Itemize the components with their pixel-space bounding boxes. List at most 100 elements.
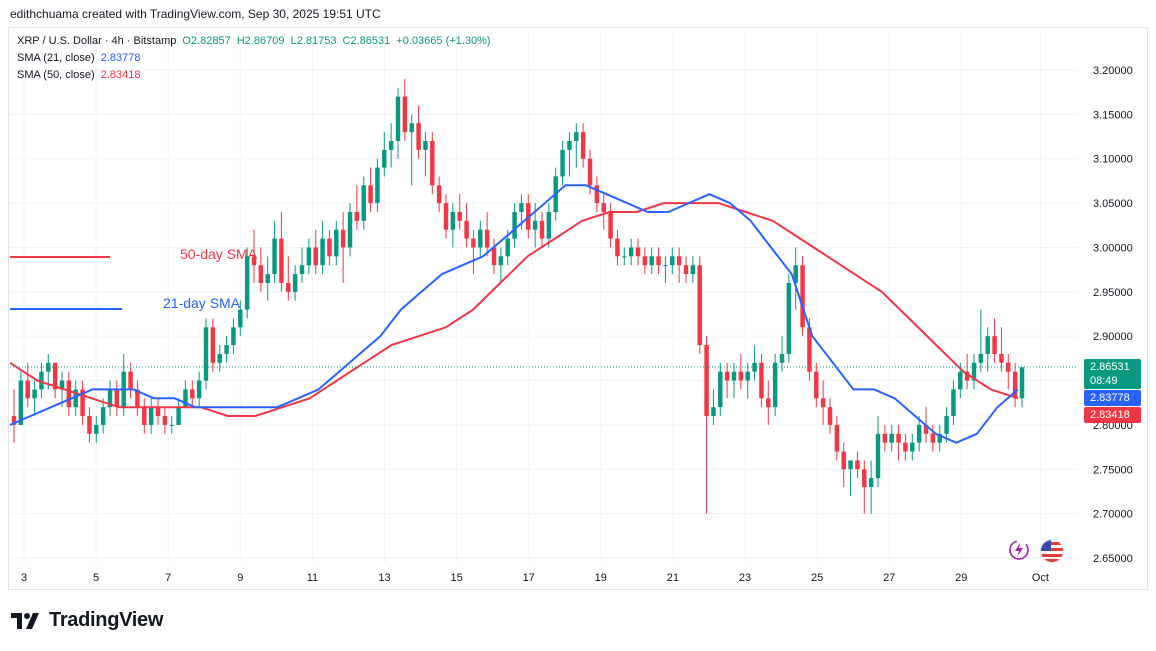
- us-flag-icon[interactable]: [1040, 539, 1064, 563]
- candle[interactable]: [718, 362, 723, 417]
- candle[interactable]: [11, 389, 17, 443]
- candle[interactable]: [766, 380, 771, 425]
- candle[interactable]: [484, 211, 490, 257]
- candle[interactable]: [642, 247, 648, 275]
- candle[interactable]: [793, 247, 798, 310]
- candle[interactable]: [320, 220, 325, 275]
- tradingview-logo[interactable]: TradingView: [11, 609, 163, 632]
- candle[interactable]: [471, 229, 476, 275]
- candle[interactable]: [676, 247, 682, 283]
- candle[interactable]: [786, 274, 792, 363]
- candle[interactable]: [395, 87, 401, 159]
- legend-sma21[interactable]: SMA (21, close) 2.83778: [17, 52, 143, 64]
- candle[interactable]: [937, 424, 942, 452]
- candle[interactable]: [930, 424, 936, 452]
- candle[interactable]: [382, 132, 387, 177]
- candle[interactable]: [457, 194, 462, 230]
- candle[interactable]: [827, 398, 833, 434]
- candle[interactable]: [443, 194, 449, 239]
- candle[interactable]: [286, 256, 291, 301]
- candle[interactable]: [210, 318, 216, 372]
- candle[interactable]: [334, 220, 339, 266]
- candle[interactable]: [916, 416, 922, 452]
- candle[interactable]: [423, 132, 428, 177]
- candle[interactable]: [608, 203, 613, 248]
- candle[interactable]: [176, 398, 181, 425]
- candle[interactable]: [87, 407, 92, 443]
- candle[interactable]: [820, 380, 826, 425]
- candle[interactable]: [279, 211, 284, 292]
- candle[interactable]: [107, 380, 113, 417]
- candle[interactable]: [841, 442, 846, 488]
- candle[interactable]: [478, 220, 483, 257]
- candle[interactable]: [580, 123, 586, 168]
- candle[interactable]: [635, 238, 641, 266]
- candle[interactable]: [196, 371, 202, 408]
- candle[interactable]: [258, 247, 264, 292]
- candle[interactable]: [951, 380, 956, 425]
- candle[interactable]: [409, 114, 414, 186]
- candle[interactable]: [944, 407, 949, 443]
- candle[interactable]: [862, 460, 867, 514]
- candle[interactable]: [306, 238, 312, 275]
- bolt-settings-icon[interactable]: [1008, 539, 1030, 561]
- sma50-line[interactable]: [9, 202, 1019, 417]
- candle[interactable]: [94, 416, 99, 443]
- candle[interactable]: [745, 362, 750, 399]
- candle[interactable]: [649, 247, 654, 275]
- candle[interactable]: [1006, 353, 1011, 390]
- candle[interactable]: [889, 424, 894, 452]
- candle[interactable]: [190, 380, 195, 408]
- candle[interactable]: [683, 256, 689, 283]
- candle[interactable]: [999, 327, 1004, 372]
- candle[interactable]: [224, 336, 229, 363]
- candle[interactable]: [814, 362, 819, 408]
- candle[interactable]: [800, 256, 805, 337]
- candle[interactable]: [292, 265, 298, 301]
- candle[interactable]: [615, 229, 620, 266]
- candle[interactable]: [52, 362, 58, 399]
- candle[interactable]: [73, 380, 78, 417]
- candle[interactable]: [128, 362, 133, 399]
- candle[interactable]: [512, 203, 517, 248]
- candle[interactable]: [251, 229, 257, 283]
- candle[interactable]: [142, 398, 147, 434]
- candle[interactable]: [347, 203, 353, 257]
- candle[interactable]: [114, 380, 120, 417]
- candle[interactable]: [834, 416, 840, 461]
- candle[interactable]: [622, 247, 627, 266]
- candle[interactable]: [855, 451, 860, 479]
- candle[interactable]: [759, 353, 764, 408]
- candle[interactable]: [567, 132, 572, 177]
- candle[interactable]: [388, 123, 394, 168]
- candle[interactable]: [594, 176, 600, 212]
- candle[interactable]: [450, 203, 456, 248]
- candle[interactable]: [265, 256, 270, 301]
- candle[interactable]: [162, 407, 168, 434]
- candle[interactable]: [354, 185, 360, 230]
- candle[interactable]: [601, 194, 606, 230]
- candle[interactable]: [80, 380, 85, 425]
- candle[interactable]: [690, 256, 696, 283]
- candle[interactable]: [670, 247, 675, 275]
- candle[interactable]: [430, 132, 435, 195]
- candle[interactable]: [25, 362, 30, 408]
- candle[interactable]: [992, 318, 997, 363]
- candle[interactable]: [32, 380, 37, 417]
- candle[interactable]: [985, 327, 990, 372]
- candle[interactable]: [560, 140, 565, 186]
- candle[interactable]: [66, 371, 72, 417]
- candle[interactable]: [663, 256, 668, 283]
- candle[interactable]: [903, 433, 908, 461]
- candle[interactable]: [299, 247, 305, 283]
- candle[interactable]: [155, 398, 161, 425]
- candle[interactable]: [1019, 367, 1025, 408]
- candle[interactable]: [464, 203, 469, 248]
- candle[interactable]: [18, 371, 24, 425]
- candle[interactable]: [978, 309, 984, 372]
- candle[interactable]: [1012, 362, 1018, 408]
- candle[interactable]: [100, 398, 106, 434]
- candle[interactable]: [491, 238, 497, 275]
- candle[interactable]: [327, 229, 332, 266]
